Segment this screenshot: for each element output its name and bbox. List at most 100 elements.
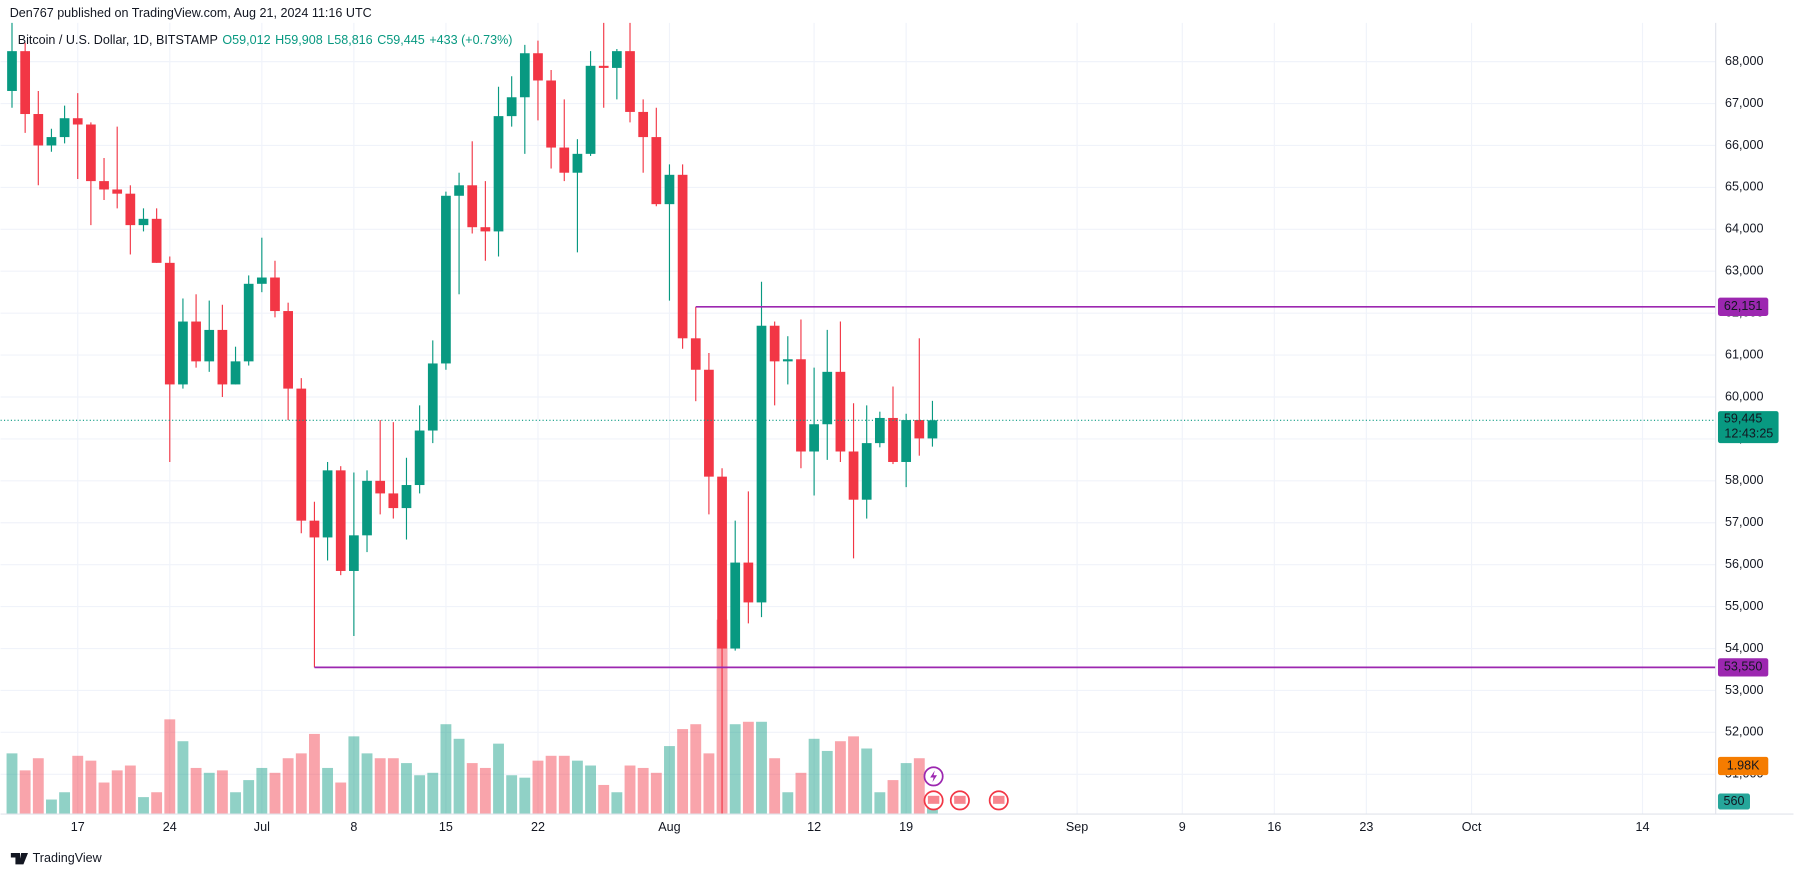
volume-bar <box>585 765 596 815</box>
volume-bar <box>32 758 44 815</box>
x-tick-label: Oct <box>1462 820 1482 834</box>
volume-bar <box>374 758 386 815</box>
price-line-label: 53,550 <box>1724 660 1762 674</box>
candle-body <box>204 329 215 362</box>
legend-open: O59,012 <box>222 33 270 47</box>
candle-body <box>809 424 819 452</box>
candle-body <box>585 65 596 154</box>
brand: TradingView <box>33 851 103 865</box>
candle-body <box>112 189 123 194</box>
candle-body <box>33 114 44 146</box>
event-icons <box>923 766 1009 811</box>
volume-bar <box>230 792 241 815</box>
price-line-label-bg <box>1717 297 1769 316</box>
candle-body <box>7 51 17 91</box>
x-tick-label: 8 <box>350 820 357 834</box>
candle-body <box>598 65 609 68</box>
candle-body <box>690 338 701 370</box>
candle-body <box>480 227 491 232</box>
volume-bar <box>335 782 347 815</box>
y-tick-label: 67,000 <box>1725 96 1763 110</box>
price-pane <box>0 22 1716 815</box>
flag-icon <box>993 795 1005 804</box>
volume-bar <box>506 775 518 815</box>
volume-bar <box>558 755 570 815</box>
volume-bar <box>690 724 702 815</box>
candle-body <box>427 363 438 431</box>
volume-bar <box>59 792 71 815</box>
volume-bar <box>46 799 57 815</box>
candle-body <box>717 476 727 649</box>
grid <box>0 22 1716 815</box>
candle-body <box>72 118 83 125</box>
volume-bar <box>295 753 307 815</box>
flag-icon <box>954 795 966 804</box>
volume-ma-label: 1.98K <box>1727 758 1760 772</box>
candle-body <box>164 262 175 385</box>
candle-body <box>414 430 425 486</box>
y-tick-label: 61,000 <box>1725 347 1763 361</box>
candle-body <box>651 137 662 205</box>
candle-body <box>362 480 372 536</box>
volume-bar <box>243 780 255 815</box>
candle-body <box>533 53 543 81</box>
legend-close: C59,445 <box>377 33 425 47</box>
x-tick-label: 14 <box>1636 820 1650 834</box>
x-tick-label: 15 <box>439 820 453 834</box>
volume-bar <box>308 733 320 815</box>
axes: 51,00052,00053,00054,00055,00056,00057,0… <box>71 54 1779 834</box>
volume-bar <box>124 765 136 815</box>
volume-bar <box>479 767 491 815</box>
volume-bar <box>729 724 741 815</box>
y-tick-label: 55,000 <box>1725 599 1763 613</box>
countdown: 12:43:25 <box>1724 426 1773 440</box>
x-tick-label: 17 <box>71 820 85 834</box>
volume-bar <box>795 772 807 815</box>
candle-body <box>217 329 228 385</box>
legend: Bitcoin / U.S. Dollar, 1D, BITSTAMP O59,0… <box>18 33 513 47</box>
x-tick-label: 16 <box>1267 820 1281 834</box>
candle-body <box>125 193 136 226</box>
volume-bar <box>440 724 452 815</box>
candle-body <box>375 480 386 494</box>
candle-body <box>888 417 898 462</box>
volume-bar <box>913 758 925 815</box>
volume-bar <box>6 753 18 815</box>
candle-body <box>796 359 806 452</box>
y-tick-label: 54,000 <box>1725 641 1763 655</box>
y-tick-label: 63,000 <box>1725 264 1763 278</box>
legend-change: +433 (+0.73%) <box>429 33 512 47</box>
volume-bar <box>427 772 439 815</box>
y-tick-label: 52,000 <box>1725 725 1763 739</box>
volume-bar <box>85 760 97 815</box>
legend-low: L58,816 <box>327 33 372 47</box>
volume-bar <box>664 746 675 815</box>
candle-body <box>296 388 307 521</box>
volume-bar <box>348 736 360 815</box>
volume-bar <box>637 767 649 815</box>
candle-body <box>572 153 583 173</box>
price-line-label: 62,151 <box>1724 299 1762 313</box>
volume-bar <box>361 753 373 815</box>
volume-last-bg <box>1717 793 1750 810</box>
candle-body <box>46 137 57 146</box>
footer-logo: TradingView <box>10 851 103 865</box>
candle-body <box>704 369 714 477</box>
candle-body <box>559 147 570 173</box>
y-tick-label: 68,000 <box>1725 54 1763 68</box>
candle-body <box>388 493 399 509</box>
candle-body <box>86 124 96 182</box>
candle-body <box>309 520 320 538</box>
volume-bar <box>545 755 557 815</box>
candle-body <box>546 80 556 148</box>
volume-bar <box>177 741 189 815</box>
candle-body <box>270 277 280 312</box>
candle-body <box>256 277 267 284</box>
candle-body <box>901 420 912 462</box>
volume-bar <box>414 775 426 815</box>
candle-body <box>178 321 188 385</box>
candle-body <box>519 53 530 98</box>
legend-high: H59,908 <box>275 33 323 47</box>
publisher: Den767 published on TradingView.com, Aug… <box>10 6 372 20</box>
y-tick-label: 53,000 <box>1725 683 1763 697</box>
